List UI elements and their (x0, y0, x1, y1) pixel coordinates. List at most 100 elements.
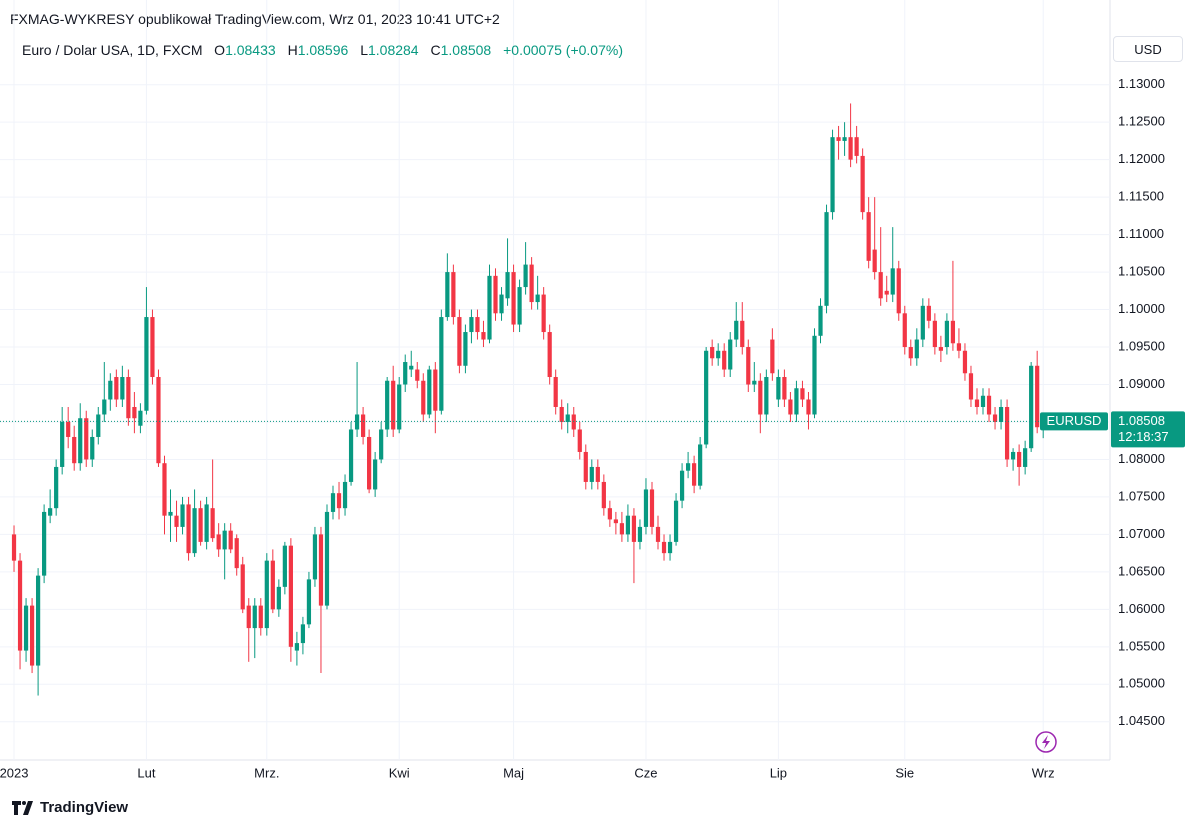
candle-body (673, 500, 679, 542)
candle-body (625, 515, 631, 535)
candle-body (457, 317, 462, 366)
candle-body (661, 541, 667, 554)
candle-body (312, 534, 318, 580)
candle-body (96, 414, 101, 437)
candle-body (860, 155, 865, 213)
candle-body (330, 493, 336, 512)
candle-body (126, 377, 131, 419)
candle-body (66, 421, 71, 437)
candle-body (433, 369, 438, 411)
x-tick-label: Kwi (389, 765, 410, 780)
candle-body (607, 508, 612, 520)
candle-body (613, 519, 618, 524)
candle-body (114, 377, 119, 400)
candle-body (78, 418, 83, 464)
candle-body (740, 320, 745, 348)
y-tick-label: 1.12500 (1118, 114, 1165, 129)
candle-body (240, 564, 245, 610)
candle-body (649, 489, 655, 527)
y-tick-label: 1.06000 (1118, 601, 1165, 616)
candle-body (968, 373, 974, 400)
candle-body (246, 605, 251, 629)
y-tick-label: 1.10000 (1118, 301, 1165, 316)
x-tick-label: 2023 (0, 765, 28, 780)
candle-body (890, 268, 895, 295)
candle-body (379, 429, 384, 460)
candle-body (487, 275, 492, 340)
candle-body (252, 605, 257, 629)
high-label: H (287, 42, 298, 58)
candle-body (692, 463, 697, 486)
candle-body (824, 212, 829, 306)
x-tick-label: Maj (503, 765, 524, 780)
candle-body (589, 466, 594, 482)
x-tick-label: Cze (634, 765, 657, 780)
candle-body (1029, 365, 1034, 449)
candle-body (1010, 451, 1016, 460)
candle-body (643, 489, 649, 527)
candle-body (186, 504, 191, 554)
candle-body (451, 272, 456, 318)
y-tick-label: 1.11000 (1118, 226, 1164, 241)
candle-body (180, 504, 185, 527)
candle-body (108, 380, 113, 400)
candle-body (842, 137, 847, 141)
y-tick-label: 1.07500 (1118, 488, 1165, 503)
candle-body (234, 538, 239, 569)
candle-body (595, 466, 600, 482)
candle-body (523, 264, 528, 288)
candle-body (818, 305, 823, 336)
candle-body (342, 481, 348, 509)
countdown: 12:18:37 (1118, 429, 1169, 444)
candle-body (698, 444, 703, 486)
candle-body (204, 504, 209, 542)
candle-body (1004, 406, 1010, 460)
candle-body (782, 377, 787, 400)
candle-body (144, 317, 149, 411)
candle-body (258, 605, 263, 629)
candle-body (926, 305, 931, 321)
candle-body (655, 526, 661, 542)
candle-body (776, 377, 781, 400)
candle-body (962, 350, 968, 374)
candle-body (770, 339, 775, 374)
candle-body (788, 399, 793, 415)
candle-body (830, 137, 835, 213)
x-tick-label: Lip (770, 765, 787, 780)
y-tick-label: 1.04500 (1118, 713, 1165, 728)
candle-body (427, 369, 432, 415)
candle-body (848, 137, 853, 160)
change: +0.00075 (+0.07%) (503, 42, 623, 58)
candle-body (138, 410, 143, 426)
candle-body (746, 347, 751, 385)
candle-body (679, 470, 685, 501)
candle-body (1017, 451, 1022, 467)
x-tick-label: Lut (137, 765, 155, 780)
candle-body (84, 418, 89, 460)
candle-body (896, 268, 901, 314)
candle-body (463, 332, 468, 366)
candle-body (794, 388, 799, 415)
candle-body (950, 320, 956, 344)
candle-body (42, 511, 47, 576)
candle-body (764, 377, 769, 415)
y-tick-label: 1.06500 (1118, 563, 1165, 578)
candle-body (559, 406, 564, 422)
candle-body (397, 384, 402, 430)
candle-body (1023, 448, 1028, 467)
candle-body (403, 362, 408, 385)
candle-body (415, 369, 420, 381)
candle-body (264, 560, 269, 629)
currency-button[interactable]: USD (1113, 36, 1183, 62)
candle-body (974, 399, 980, 407)
candle-body (583, 451, 588, 482)
y-tick-label: 1.11500 (1118, 189, 1164, 204)
candle-body (11, 534, 17, 561)
event-icon-bolt (1042, 735, 1050, 749)
x-tick-label: Wrz (1032, 765, 1055, 780)
candle-body (318, 534, 324, 606)
y-tick-label: 1.09000 (1118, 376, 1165, 391)
candle-body (174, 515, 179, 527)
candle-body (276, 586, 281, 610)
